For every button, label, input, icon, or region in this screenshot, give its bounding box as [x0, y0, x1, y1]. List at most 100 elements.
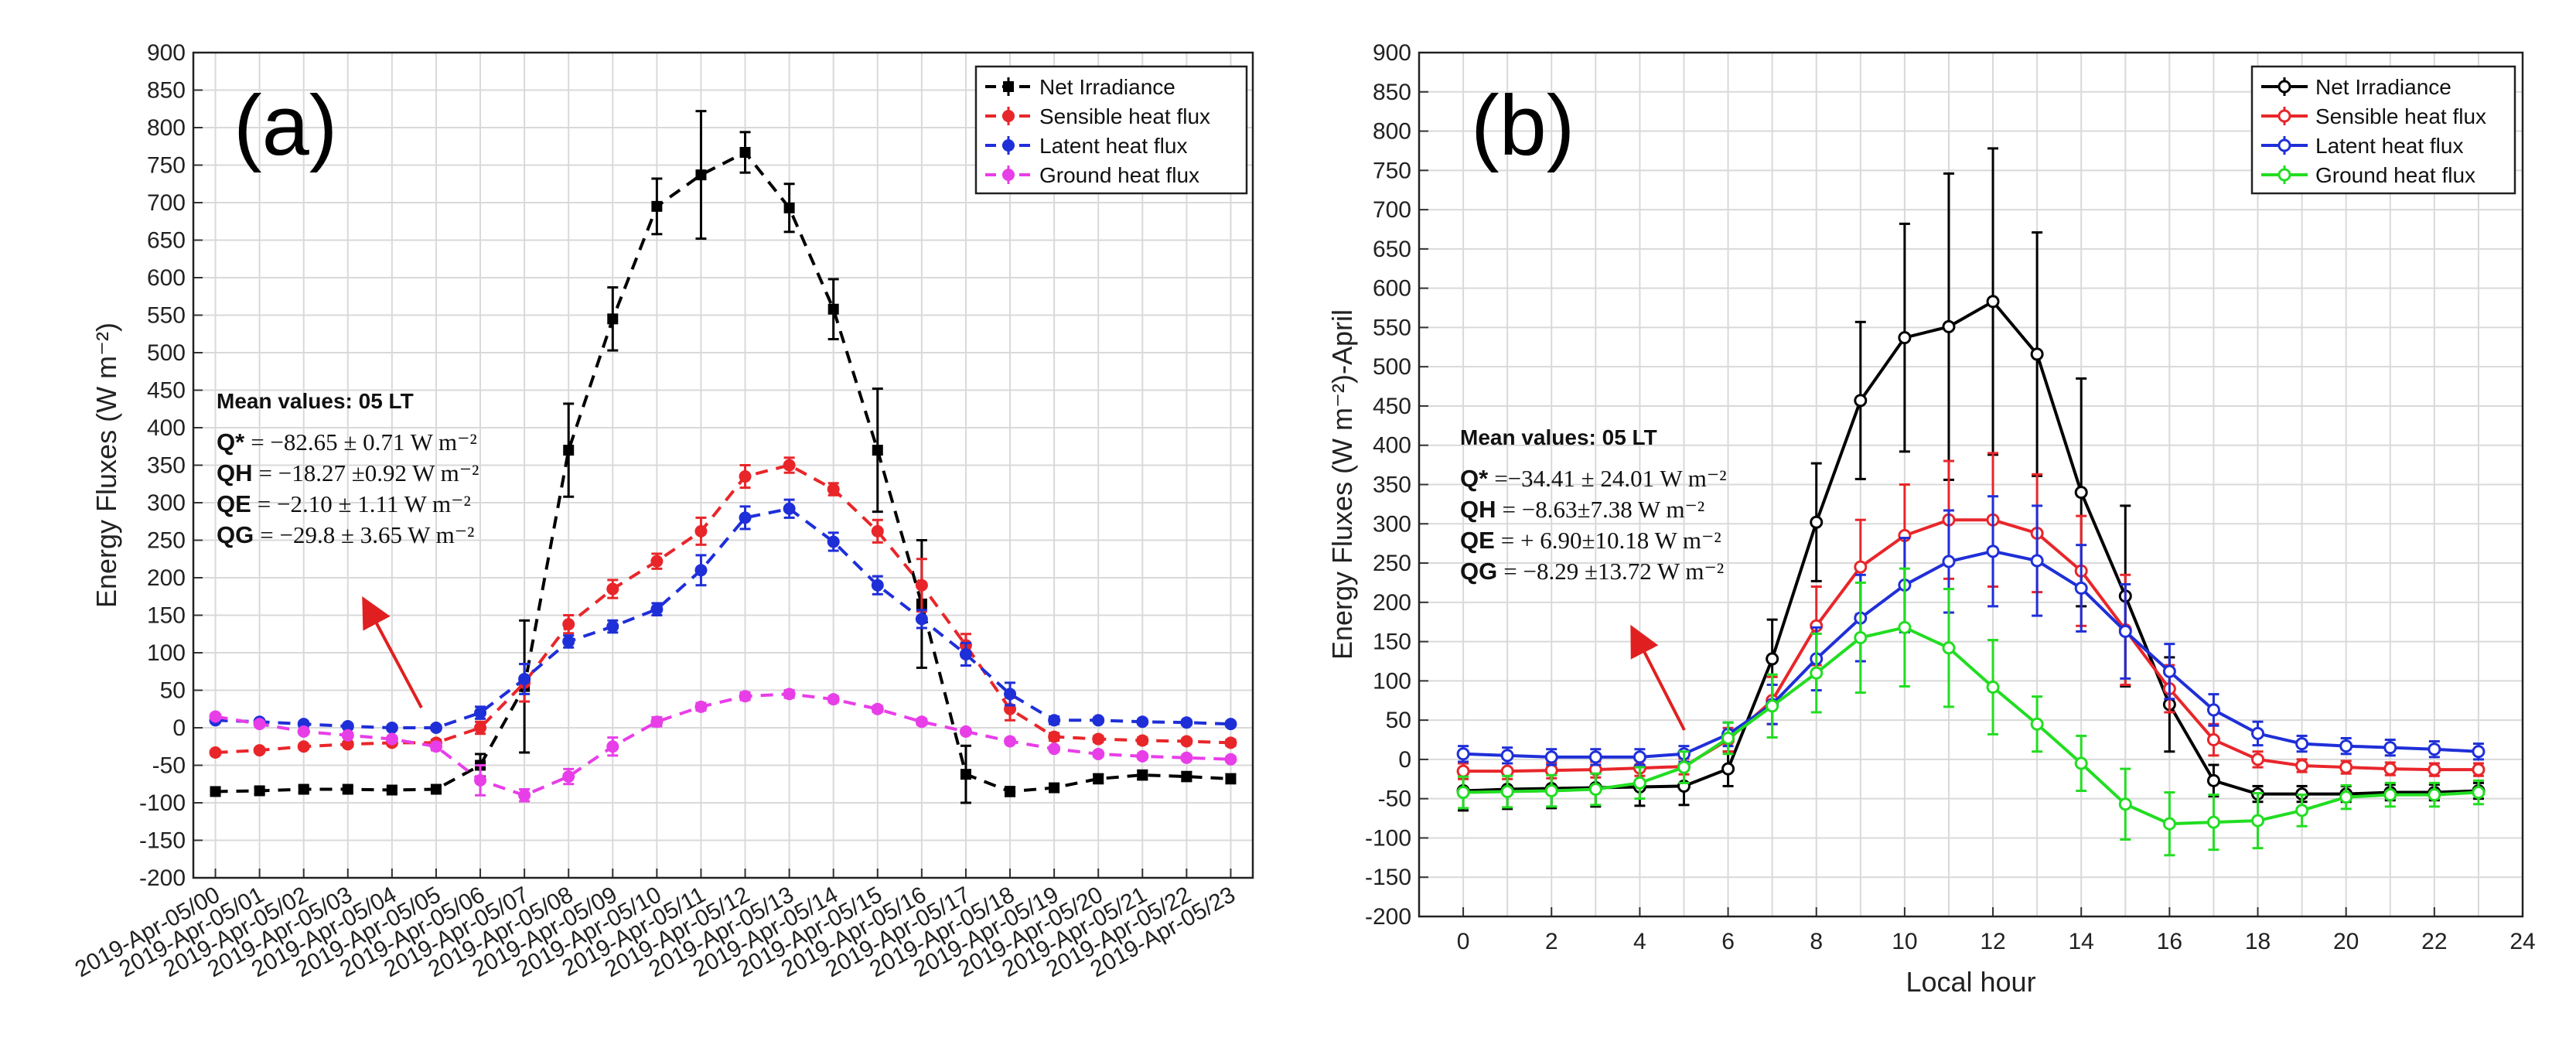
data-point: [1677, 760, 1691, 774]
y-tick-label: -200: [139, 865, 186, 891]
data-point: [1004, 735, 1017, 748]
y-axis-label: Energy Fluxes (W m⁻²)-April: [1326, 309, 1358, 660]
y-tick-label: 100: [1373, 668, 1411, 694]
y-tick-label: 900: [147, 40, 186, 66]
y-tick-label: -150: [1365, 865, 1411, 890]
y-tick-label: -50: [1378, 787, 1411, 812]
annotation-title: Mean values: 05 LT: [1460, 425, 1657, 449]
data-point: [1224, 718, 1237, 731]
data-point: [783, 202, 795, 213]
x-tick-label: 18: [2245, 929, 2271, 954]
data-point: [2118, 624, 2132, 638]
y-tick-label: -50: [152, 753, 186, 779]
data-point: [960, 769, 971, 780]
y-tick-label: 700: [147, 190, 186, 216]
data-point: [2162, 817, 2176, 831]
red-arrow: [362, 596, 423, 708]
x-tick-label: 14: [2069, 929, 2094, 954]
legend-label: Net Irradiance: [1039, 75, 1175, 99]
data-point: [1942, 641, 1956, 655]
data-point: [871, 524, 884, 538]
data-point: [1854, 560, 1868, 574]
y-tick-label: 0: [1398, 747, 1411, 773]
y-tick-label: 350: [147, 453, 186, 479]
y-tick-label: 750: [147, 153, 186, 179]
legend-marker: [2277, 109, 2291, 123]
data-point: [253, 744, 266, 757]
series-line: [1463, 549, 2479, 759]
data-point: [607, 313, 619, 325]
y-tick-label: 400: [147, 415, 186, 441]
data-point: [1544, 750, 1558, 764]
data-point: [1810, 515, 1824, 529]
data-point: [827, 693, 840, 706]
data-point: [1092, 714, 1105, 727]
data-point: [2383, 741, 2397, 755]
annotation-line: Q* =−34.41 ± 24.01 W m⁻²: [1460, 465, 1727, 492]
data-point: [2472, 745, 2486, 759]
data-point: [1633, 750, 1646, 764]
data-point: [1137, 770, 1148, 781]
y-tick-label: 550: [147, 303, 186, 329]
data-point: [1986, 544, 2000, 558]
data-point: [1456, 764, 1470, 778]
data-point: [650, 715, 664, 729]
data-point: [1456, 747, 1470, 761]
data-point: [562, 770, 575, 783]
annotation-line: Q* = −82.65 ± 0.71 W m⁻²: [217, 428, 477, 456]
data-point: [2030, 554, 2044, 568]
y-tick-label: -100: [1365, 825, 1411, 851]
data-point: [2295, 737, 2309, 751]
x-tick-label: 16: [2157, 929, 2182, 954]
series-line: [215, 150, 1231, 794]
x-tick-label: 20: [2333, 929, 2359, 954]
legend-marker: [2277, 80, 2291, 94]
data-point: [2074, 486, 2088, 500]
data-point: [783, 688, 796, 701]
data-point: [651, 200, 663, 212]
data-point: [915, 715, 928, 729]
data-point: [1004, 688, 1017, 701]
data-point: [783, 502, 796, 515]
legend-marker: [1002, 110, 1015, 122]
data-point: [341, 720, 354, 733]
data-point: [2339, 739, 2353, 753]
legend: Net Irradiance Sensible heat flux Latent h…: [2250, 65, 2516, 195]
y-tick-label: 850: [1373, 80, 1411, 105]
legend-label: Ground heat flux: [1039, 163, 1199, 187]
y-tick-label: 300: [1373, 511, 1411, 537]
data-point: [1854, 631, 1868, 645]
y-tick-label: 150: [1373, 630, 1411, 655]
data-point: [298, 783, 309, 795]
data-point: [2162, 664, 2176, 678]
annotation-line: QG = −8.29 ±13.72 W m⁻²: [1460, 558, 1724, 585]
data-point: [871, 579, 884, 592]
data-point: [1986, 295, 2000, 309]
data-point: [2383, 762, 2397, 776]
x-axis-label: Local hour: [1906, 966, 2035, 998]
annotation-title: Mean values: 05 LT: [217, 389, 414, 413]
y-tick-label: 550: [1373, 315, 1411, 340]
data-point: [1898, 620, 1912, 634]
series-line: [215, 692, 1231, 797]
y-tick-label: 650: [1373, 237, 1411, 262]
legend-label: Latent heat flux: [2315, 134, 2463, 158]
axes-frame: [1418, 51, 2524, 918]
data-point: [915, 613, 928, 626]
y-tick-label: 600: [147, 265, 186, 291]
y-tick-label: 200: [147, 565, 186, 591]
data-point: [1942, 555, 1956, 568]
data-point: [2472, 763, 2486, 776]
data-point: [563, 445, 575, 456]
data-point: [2472, 786, 2486, 800]
data-point: [342, 783, 353, 795]
annotation-symbol: QE: [217, 490, 251, 517]
y-tick-label: 250: [1373, 551, 1411, 576]
mean-values-annotation: Mean values: 05 LT Q* = −82.65 ± 0.71 W m⁻…: [217, 389, 479, 548]
data-point: [209, 746, 222, 759]
data-point: [827, 483, 840, 496]
data-point: [1180, 735, 1193, 748]
y-tick-label: 450: [1373, 394, 1411, 419]
data-point: [871, 702, 884, 715]
data-point: [694, 564, 708, 577]
